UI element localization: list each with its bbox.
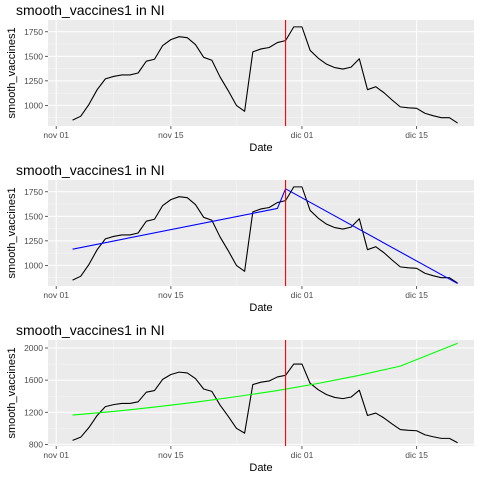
- chart-2-y-tick-1000: 1000: [24, 260, 43, 270]
- chart-3-y-tick-2000: 2000: [24, 343, 43, 353]
- chart-1: smooth_vaccines1 in NI nov 01 nov 15 dic 01…: [6, 2, 474, 154]
- chart-3-title: smooth_vaccines1 in NI: [16, 322, 165, 338]
- chart-2-x-tick-dic-15: dic 15: [405, 290, 428, 300]
- chart-2-y-tick-1250: 1250: [24, 236, 43, 246]
- chart-2-y-tick-1750: 1750: [24, 187, 43, 197]
- chart-1-y-axis-label: smooth_vaccines1: [6, 27, 18, 118]
- chart-1-title: smooth_vaccines1 in NI: [16, 2, 165, 18]
- chart-3-y-tick-1200: 1200: [24, 407, 43, 417]
- chart-3-x-tick-dic-01: dic 01: [291, 450, 314, 460]
- chart-2-x-tick-dic-01: dic 01: [291, 290, 314, 300]
- chart-2-x-axis-label: Date: [249, 302, 272, 314]
- chart-3-x-tick-dic-15: dic 15: [405, 450, 428, 460]
- chart-1-y-tick-1000: 1000: [24, 100, 43, 110]
- chart-2-x-tick-nov-15: nov 15: [158, 290, 184, 300]
- chart-1-x-tick-nov-15: nov 15: [158, 130, 184, 140]
- chart-3-trend-line: [72, 342, 458, 416]
- chart-2-x-tick-nov-01: nov 01: [43, 290, 69, 300]
- chart-3-y-tick-1600: 1600: [24, 375, 43, 385]
- chart-3-x-tick-nov-01: nov 01: [43, 450, 69, 460]
- chart-3: smooth_vaccines1 in NI nov 01 nov 15 dic 01…: [6, 322, 474, 474]
- chart-3-y-tick-800: 800: [29, 439, 43, 449]
- chart-1-panel: [48, 20, 474, 126]
- chart-1-y-tick-1750: 1750: [24, 27, 43, 37]
- chart-3-data-line: [72, 363, 458, 444]
- chart-2-data-line: [72, 186, 458, 284]
- chart-2-panel: [48, 180, 474, 286]
- chart-2-y-tick-1500: 1500: [24, 211, 43, 221]
- chart-3-x-axis-label: Date: [249, 462, 272, 474]
- chart-1-y-tick-1250: 1250: [24, 76, 43, 86]
- chart-1-x-axis-label: Date: [249, 142, 272, 154]
- chart-2: smooth_vaccines1 in NI nov 01 nov 15 dic 01…: [6, 162, 474, 314]
- chart-1-y-tick-1500: 1500: [24, 51, 43, 61]
- chart-2-title: smooth_vaccines1 in NI: [16, 162, 165, 178]
- chart-3-y-axis-label: smooth_vaccines1: [6, 347, 18, 438]
- chart-3-x-tick-nov-15: nov 15: [158, 450, 184, 460]
- chart-1-x-tick-dic-01: dic 01: [291, 130, 314, 140]
- chart-1-data-line: [72, 26, 458, 124]
- chart-1-x-tick-dic-15: dic 15: [405, 130, 428, 140]
- chart-2-trend-line: [72, 188, 458, 285]
- chart-2-y-axis-label: smooth_vaccines1: [6, 187, 18, 278]
- chart-1-x-tick-nov-01: nov 01: [43, 130, 69, 140]
